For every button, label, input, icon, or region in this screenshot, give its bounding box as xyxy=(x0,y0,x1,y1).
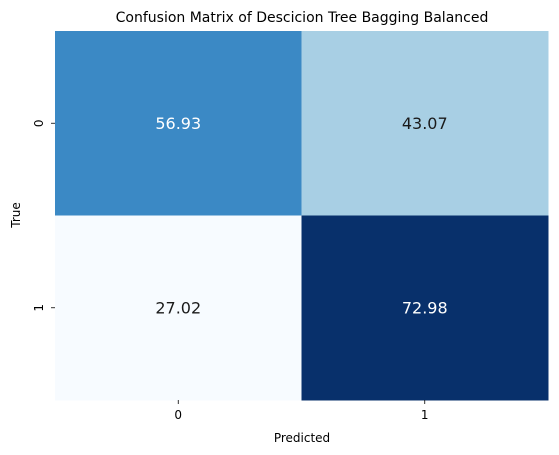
cell-value-label: 72.98 xyxy=(402,298,448,317)
y-axis-ticks: 01 xyxy=(32,119,55,312)
x-axis-label: Predicted xyxy=(274,431,330,445)
heatmap-cell-1-0 xyxy=(55,215,302,401)
x-tick-label: 1 xyxy=(421,408,429,422)
y-tick-label: 1 xyxy=(32,304,46,312)
heatmap-cell-0-0 xyxy=(55,31,302,216)
chart-title: Confusion Matrix of Descicion Tree Baggi… xyxy=(116,10,489,26)
heatmap-cell-1-1 xyxy=(301,215,549,401)
y-tick-label: 0 xyxy=(32,119,46,127)
heatmap-cell-0-1 xyxy=(301,31,549,216)
x-tick-label: 0 xyxy=(174,408,182,422)
cell-value-label: 43.07 xyxy=(402,114,448,133)
heatmap-cells: 56.93 43.07 27.02 72.98 xyxy=(55,31,549,401)
cell-value-label: 27.02 xyxy=(155,298,201,317)
y-axis-label: True xyxy=(9,202,23,229)
cell-value-label: 56.93 xyxy=(155,114,201,133)
